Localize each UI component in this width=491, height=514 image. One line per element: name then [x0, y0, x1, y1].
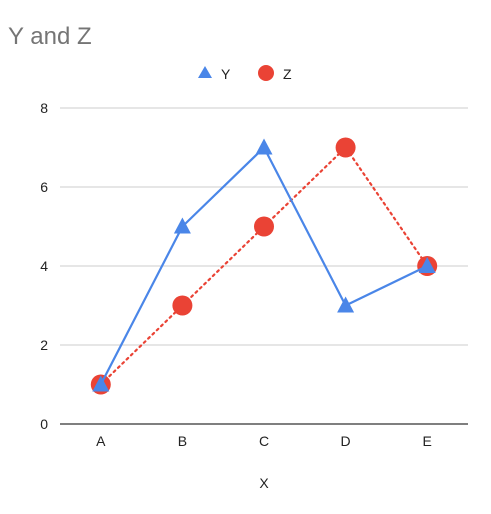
data-point-y-d: [337, 296, 355, 313]
legend-marker-y: [198, 66, 212, 78]
legend-label-y: Y: [221, 66, 231, 82]
y-tick-label: 6: [40, 179, 48, 195]
legend-marker-z: [258, 65, 274, 81]
gridlines: [60, 107, 468, 425]
x-axis-ticks: A B C D E: [96, 433, 432, 449]
data-point-y-c: [255, 138, 273, 155]
y-axis-ticks: 0 2 4 6 8: [40, 100, 48, 432]
legend-label-z: Z: [283, 66, 292, 82]
y-tick-label: 4: [40, 258, 48, 274]
x-tick-label: C: [259, 433, 269, 449]
y-tick-label: 0: [40, 416, 48, 432]
x-axis-label: X: [259, 475, 269, 491]
legend: Y Z: [198, 65, 292, 82]
data-point-y-a: [92, 375, 110, 392]
x-tick-label: E: [423, 433, 432, 449]
y-tick-label: 2: [40, 337, 48, 353]
data-point-z-c: [254, 216, 274, 237]
x-tick-label: D: [341, 433, 351, 449]
x-tick-label: A: [96, 433, 106, 449]
data-point-z-b: [172, 295, 193, 316]
data-point-y-e: [418, 257, 436, 273]
chart-title: Y and Z: [8, 23, 92, 50]
data-point-y-b: [173, 217, 191, 234]
series-layer: [90, 137, 438, 395]
x-tick-label: B: [178, 433, 187, 449]
data-point-z-d: [335, 137, 356, 158]
y-tick-label: 8: [40, 100, 48, 116]
